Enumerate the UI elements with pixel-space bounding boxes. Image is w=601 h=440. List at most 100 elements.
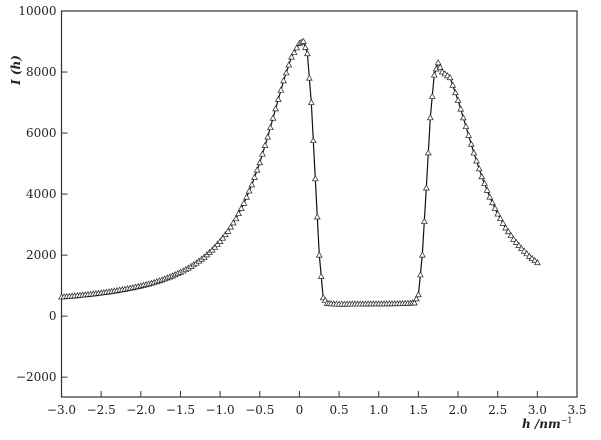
data-point-marker [518, 244, 525, 252]
data-point-marker [261, 141, 269, 148]
data-point-marker [515, 241, 523, 248]
x-tick-label: 1.5 [409, 403, 428, 417]
data-point-marker [227, 223, 235, 230]
data-point-marker [235, 209, 243, 217]
data-point-marker [243, 193, 250, 200]
data-point-marker [413, 295, 420, 302]
data-point-marker [491, 204, 499, 211]
y-axis-label: I (h) [9, 55, 23, 86]
data-point-marker [307, 98, 315, 105]
data-point-marker [232, 215, 240, 222]
data-point-marker [465, 131, 473, 138]
data-point-marker [434, 59, 442, 66]
data-point-marker [251, 173, 258, 180]
data-point-marker [288, 53, 295, 60]
data-point-marker [499, 219, 507, 226]
data-point-marker [475, 165, 483, 172]
x-tick-label: −1.0 [206, 403, 235, 417]
data-point-marker [533, 259, 541, 266]
x-tick-label: −2.5 [87, 403, 116, 417]
x-tick-label: 2.0 [448, 403, 467, 417]
data-point-marker [269, 114, 277, 121]
data-point-marker [483, 186, 491, 193]
data-point-marker [459, 114, 467, 121]
x-tick-label: −3.0 [47, 403, 76, 417]
x-tick-label: −1.5 [166, 403, 195, 417]
data-point-marker [426, 114, 434, 121]
x-tick-label: −0.5 [245, 403, 274, 417]
data-point-marker [446, 74, 454, 81]
data-point-marker [430, 71, 438, 78]
data-point-marker [266, 123, 274, 131]
data-point-marker [494, 210, 502, 217]
x-tick-label: 1.0 [369, 403, 388, 417]
data-point-marker [264, 133, 272, 140]
data-point-marker [449, 81, 457, 88]
data-point-marker [481, 179, 488, 186]
data-point-marker [422, 184, 430, 191]
data-point-marker [504, 228, 512, 235]
data-point-marker [414, 291, 422, 298]
data-point-marker [436, 63, 444, 70]
plot-frame [60, 10, 578, 398]
data-point-marker [507, 231, 515, 238]
data-point-marker [301, 43, 309, 50]
data-point-marker [489, 199, 496, 206]
data-point-marker [245, 187, 253, 194]
y-tick-label: 2000 [26, 248, 57, 262]
data-point-marker [290, 48, 298, 55]
data-point-marker [216, 237, 224, 244]
y-tick-label: 6000 [26, 126, 57, 140]
data-point-marker [219, 234, 227, 241]
data-point-marker [259, 150, 266, 157]
data-point-marker [486, 193, 494, 200]
data-point-marker [222, 231, 229, 238]
data-point-marker [237, 204, 245, 211]
x-tick-label: 0.5 [330, 403, 349, 417]
x-tick-label: 3.0 [528, 403, 547, 417]
data-point-marker [411, 299, 418, 306]
data-point-marker [229, 219, 237, 226]
data-point-marker [496, 214, 504, 222]
data-point-marker [282, 69, 290, 76]
y-tick-label: 0 [49, 309, 57, 323]
data-point-marker [317, 272, 325, 279]
data-point-marker [224, 227, 232, 234]
data-point-marker [299, 37, 307, 44]
data-point-marker [240, 199, 248, 206]
data-point-marker [272, 105, 280, 112]
x-axis-label: h /nm−1 [522, 416, 573, 431]
data-point-marker [420, 217, 428, 224]
x-axis-label-superscript: −1 [561, 416, 573, 425]
data-point-marker [277, 86, 285, 93]
y-tick-label: 4000 [26, 187, 57, 201]
data-point-marker [510, 235, 517, 242]
data-point-marker [305, 74, 313, 81]
data-point-marker [470, 149, 478, 156]
data-point-marker [502, 224, 510, 231]
data-point-marker [451, 89, 459, 96]
data-point-marker [478, 173, 486, 180]
data-point-marker [520, 247, 528, 254]
data-point-marker [457, 105, 465, 112]
x-tick-label: 2.5 [488, 403, 507, 417]
y-tick-label: 10000 [18, 4, 56, 18]
y-tick-label: 8000 [26, 65, 57, 79]
data-point-marker [293, 44, 301, 51]
data-point-marker [424, 149, 432, 156]
data-point-marker [303, 50, 311, 57]
data-point-marker [313, 213, 321, 220]
data-point-marker [248, 181, 256, 188]
data-point-marker [416, 271, 424, 278]
x-tick-label: 0 [296, 403, 304, 417]
data-point-marker [512, 238, 520, 245]
data-point-marker [311, 175, 319, 182]
data-point-marker [467, 140, 475, 147]
data-point-marker [274, 95, 282, 102]
x-axis-label-text: h /nm [522, 417, 561, 431]
x-tick-label: −2.0 [126, 403, 155, 417]
data-point-marker [462, 122, 470, 130]
x-tick-label: 3.5 [567, 403, 586, 417]
